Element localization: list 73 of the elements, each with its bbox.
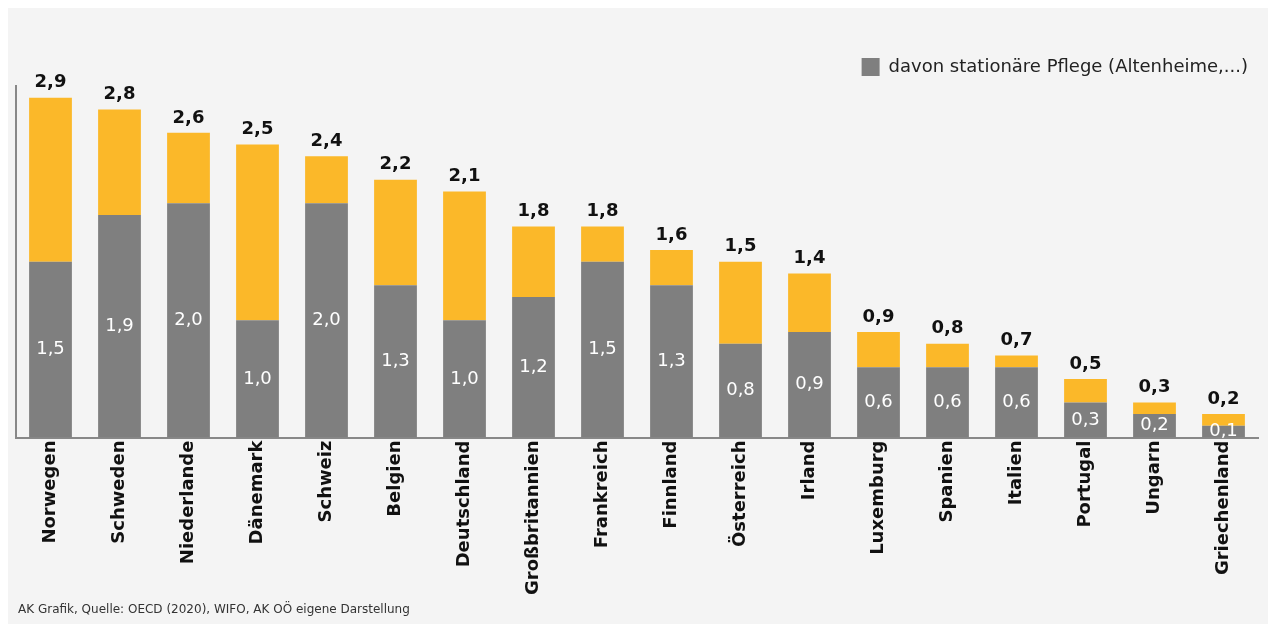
bar — [98, 109, 141, 215]
data-label: 0,6 — [864, 390, 893, 412]
bar — [443, 191, 486, 321]
data-label: 0,8 — [726, 378, 755, 400]
x-tick-label: Belgien — [383, 440, 405, 517]
bar — [788, 273, 831, 333]
total-label: 2,4 — [310, 128, 343, 150]
bar — [512, 226, 555, 297]
bar — [995, 355, 1038, 368]
x-tick-label: Österreich — [728, 440, 750, 547]
data-label: 1,3 — [657, 349, 686, 371]
total-label: 0,7 — [1000, 328, 1033, 350]
x-tick-label: Luxemburg — [866, 440, 888, 555]
total-label: 2,9 — [34, 70, 67, 92]
total-label: 1,5 — [724, 234, 757, 256]
data-label: 1,5 — [36, 337, 65, 359]
data-label: 2,0 — [312, 308, 341, 330]
x-tick-label: Griechenland — [1211, 440, 1233, 576]
total-label: 0,2 — [1207, 386, 1240, 408]
x-tick-label: Niederlande — [176, 440, 198, 565]
data-label: 0,3 — [1071, 407, 1100, 429]
total-label: 0,8 — [931, 316, 964, 338]
x-tick-label: Deutschland — [452, 440, 474, 568]
x-tick-label: Spanien — [935, 440, 957, 523]
x-tick-label: Schweiz — [314, 440, 336, 523]
bar — [305, 156, 348, 204]
text: AK Grafik, Quelle: OECD (2020), WIFO, AK OÖ eigene Darstellung — [17, 600, 411, 618]
data-label: 0,9 — [795, 372, 824, 394]
data-label: 1,5 — [588, 337, 617, 359]
x-tick-label: Finnland — [659, 440, 681, 529]
total-label: 2,2 — [379, 152, 412, 174]
bar — [719, 261, 762, 344]
x-tick-label: Schweden — [107, 440, 129, 544]
bar — [374, 179, 417, 286]
x-tick-label: Norwegen — [38, 440, 60, 544]
total-label: 0,5 — [1069, 351, 1102, 373]
data-label: 0,6 — [933, 390, 962, 412]
total-label: 2,5 — [241, 117, 274, 139]
total-label: 2,8 — [103, 82, 136, 104]
total-label: 1,8 — [586, 199, 619, 221]
bar — [581, 226, 624, 262]
x-tick-label: Großbritannien — [521, 440, 543, 595]
legend-label: davon stationäre Pflege (Altenheime,...) — [888, 54, 1249, 76]
x-tick-label: Dänemark — [245, 439, 267, 545]
total-label: 1,4 — [793, 246, 826, 268]
data-label: 1,0 — [243, 366, 272, 388]
total-label: 2,6 — [172, 105, 205, 127]
bar — [167, 132, 210, 204]
data-label: 2,0 — [174, 308, 203, 330]
x-tick-label: Irland — [797, 440, 819, 501]
data-label: 1,3 — [381, 349, 410, 371]
data-label: 0,6 — [1002, 390, 1031, 412]
total-label: 1,8 — [517, 199, 550, 221]
x-tick-label: Portugal — [1073, 440, 1095, 528]
bar — [926, 343, 969, 368]
bar — [650, 250, 693, 286]
data-label: 1,0 — [450, 366, 479, 388]
bar — [1064, 378, 1107, 403]
data-label: 1,2 — [519, 354, 548, 376]
total-label: 0,3 — [1138, 375, 1171, 397]
x-tick-label: Italien — [1004, 440, 1026, 506]
data-label: 0,2 — [1140, 413, 1169, 435]
bar — [1133, 402, 1176, 415]
total-label: 0,9 — [862, 304, 895, 326]
total-label: 2,1 — [448, 164, 481, 186]
total-label: 1,6 — [655, 222, 688, 244]
bar — [236, 144, 279, 321]
data-label: 0,1 — [1209, 419, 1238, 441]
data-label: 1,9 — [105, 313, 134, 335]
x-tick-label: Ungarn — [1142, 440, 1164, 515]
bar — [29, 97, 72, 262]
bar — [857, 332, 900, 368]
x-tick-label: Frankreich — [590, 440, 612, 549]
